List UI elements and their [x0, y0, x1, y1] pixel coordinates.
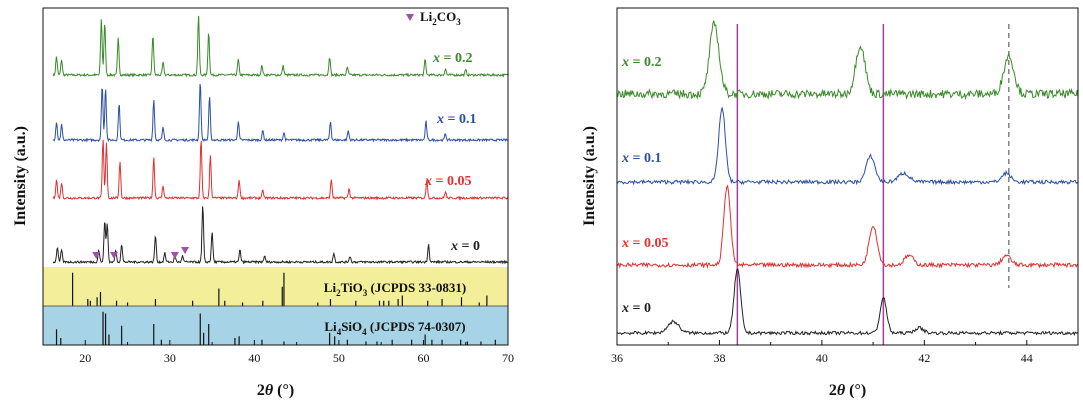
x-tick-label: 40 — [248, 351, 260, 365]
plot-frame — [42, 7, 509, 346]
series-line — [616, 107, 1079, 186]
series-line — [616, 184, 1079, 269]
y-axis-label: Intensity (a.u.) — [12, 126, 29, 226]
x-tick-label: 20 — [79, 351, 91, 365]
series-line — [616, 268, 1079, 336]
li2co3-marker — [170, 252, 179, 259]
series-label: x = 0.05 — [424, 174, 471, 189]
x-tick-label: 40 — [816, 351, 828, 365]
series-line — [52, 139, 509, 201]
series-label: x = 0.05 — [621, 236, 668, 251]
li2co3-marker — [181, 247, 190, 254]
x-tick-label: 30 — [164, 351, 176, 365]
series-label: x = 0.1 — [621, 151, 661, 166]
x-tick-label: 60 — [417, 351, 429, 365]
left-panel: Li2TiO3 (JCPDS 33-0831) Li4SiO4 (JCPDS 74… — [12, 7, 514, 399]
legend-label: Li2CO3 — [420, 9, 461, 27]
x-tick-label: 36 — [611, 351, 623, 365]
series-line — [52, 206, 509, 265]
li2co3-marker — [92, 252, 101, 259]
li2co3-marker — [110, 252, 119, 259]
series-line — [616, 20, 1079, 101]
reference-band-label: Li4SiO4 (JCPDS 74-0307) — [324, 319, 465, 337]
x-tick-label: 38 — [713, 351, 725, 365]
reference-band-label: Li2TiO3 (JCPDS 33-0831) — [324, 280, 466, 298]
series-label: x = 0.1 — [436, 112, 476, 127]
x-tick-label: 44 — [1021, 351, 1033, 365]
x-axis-label: 2θ (°) — [257, 382, 294, 399]
legend-marker — [406, 14, 414, 21]
x-tick-label: 50 — [333, 351, 345, 365]
y-axis-label: Intensity (a.u.) — [581, 126, 598, 226]
series-label: x = 0 — [450, 239, 480, 254]
x-axis-label: 2θ (°) — [829, 382, 866, 399]
series-line — [52, 15, 509, 78]
reference-band — [43, 267, 508, 306]
x-tick-label: 70 — [502, 351, 514, 365]
plot-frame — [616, 7, 1079, 346]
x-tick-label: 42 — [918, 351, 930, 365]
series-label: x = 0.2 — [621, 55, 661, 70]
series-label: x = 0 — [621, 301, 651, 316]
reference-band — [43, 306, 508, 345]
series-label: x = 0.2 — [432, 51, 472, 66]
series-line — [52, 84, 509, 143]
right-panel: x = 0.2 x = 0.1 x = 0.05 x = 0 36 38 40 42 44 2θ … — [581, 7, 1079, 399]
